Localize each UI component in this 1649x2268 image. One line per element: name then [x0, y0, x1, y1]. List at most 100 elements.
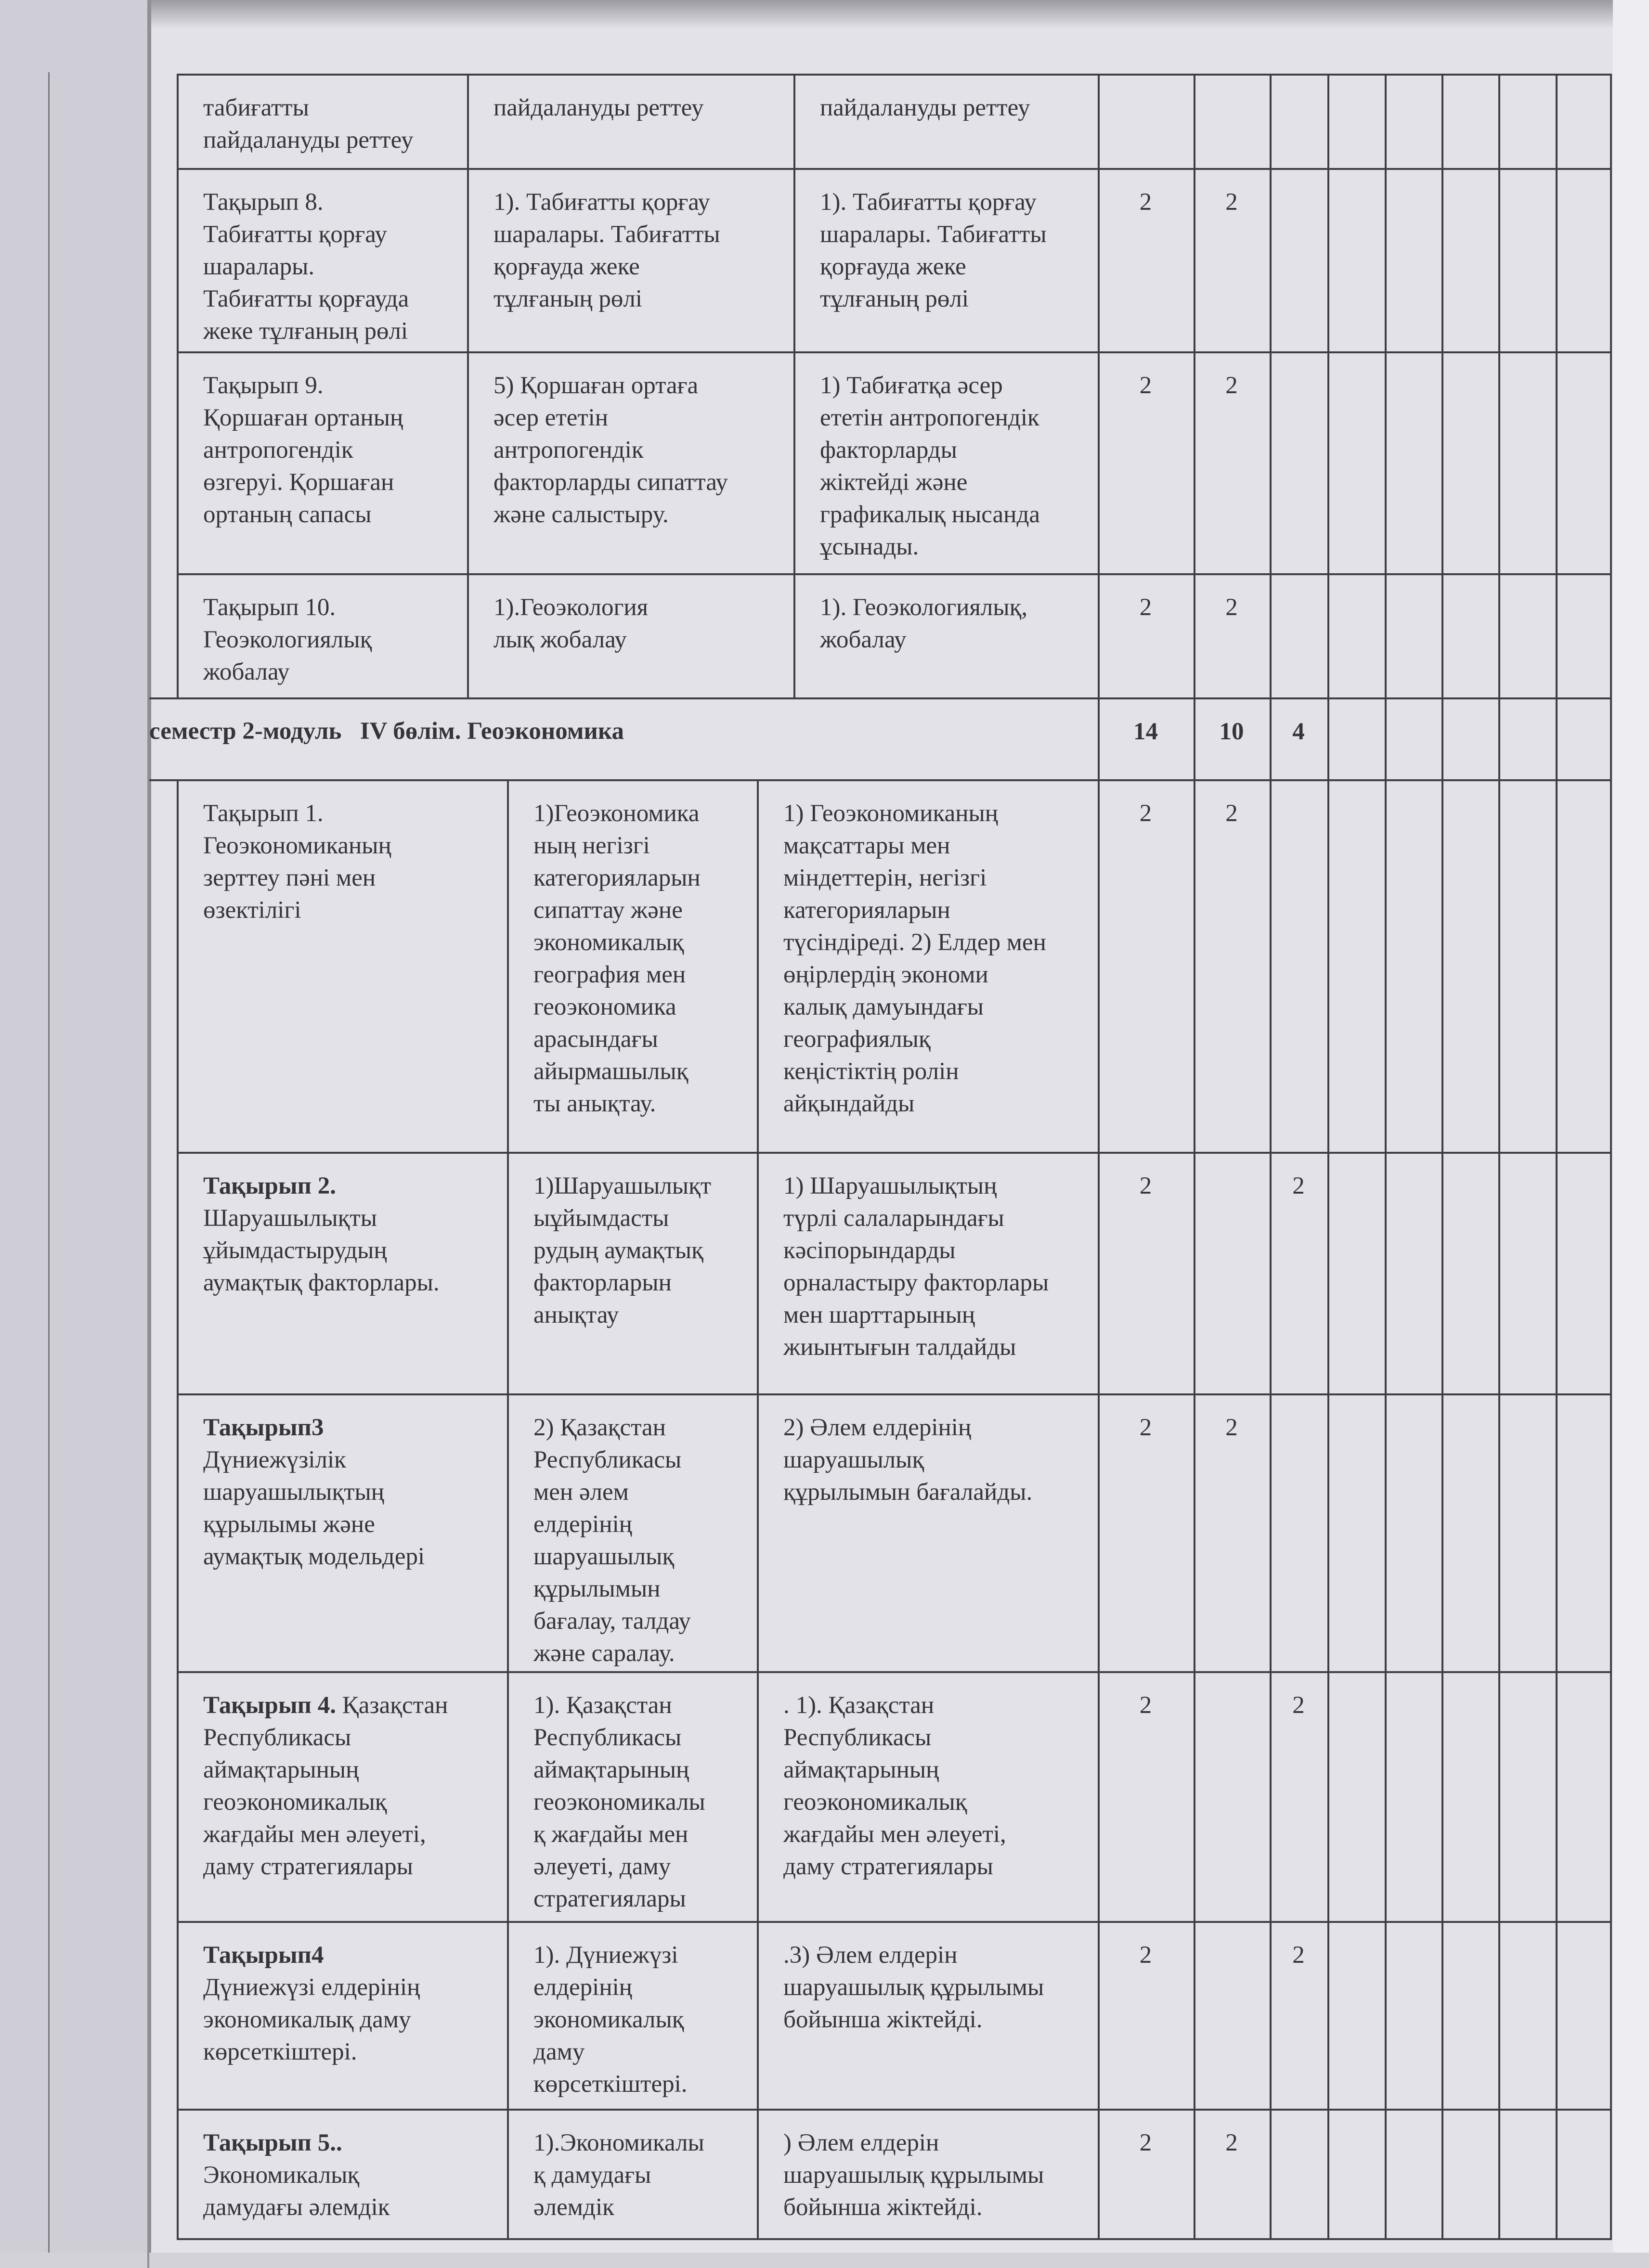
content-cell: 1). Қазақстан Республикасы аймақтарының …: [533, 1692, 705, 1912]
hours-cell: [1270, 779, 1327, 798]
column-divider: [177, 779, 179, 2238]
topic-cell: Тақырып 8. Табиғатты қорғау шаралары. Та…: [177, 168, 467, 351]
topic-text: Шаруашылықты ұйымдастырудың аумақтық фак…: [203, 1205, 440, 1296]
hours-cell: 2: [1292, 1942, 1305, 1969]
hours-cell: 2: [1139, 800, 1152, 827]
section-hours-total: 14: [1133, 718, 1158, 745]
hours-cell: 2: [1139, 1692, 1152, 1719]
topic-text: Тақырып 8. Табиғатты қорғау шаралары. Та…: [203, 189, 409, 345]
hours-cell: 2: [1225, 800, 1238, 827]
column-divider: [1327, 74, 1329, 2238]
topic-text: Экономикалық дамудағы әлемдік: [203, 2162, 390, 2221]
topic-cell: Тақырып 5.. Экономикалық дамудағы әлемді…: [177, 2109, 507, 2238]
content-cell: 5) Қоршаған ортаға әсер ететін антропоге…: [493, 372, 728, 528]
topic-text: Дүниежүзілік шаруашылықтың құрылымы және…: [203, 1446, 425, 1570]
hours-cell: [1194, 1671, 1270, 1689]
column-divider: [1270, 74, 1272, 2238]
page-left-edge: [147, 0, 149, 2268]
table-row-divider: [177, 74, 1612, 76]
topic-text: табиғатты пайдалануды реттеу: [203, 94, 414, 154]
content-cell: 1).Геоэкология лық жобалау: [493, 594, 649, 653]
column-divider: [1441, 74, 1443, 2238]
column-divider: [507, 779, 509, 2238]
page-right-margin: [1613, 0, 1649, 2268]
adjacent-page-strip: [0, 0, 151, 2268]
hours-cell: 2: [1225, 594, 1238, 621]
table-row-divider: [177, 351, 1612, 353]
learning-outcome-cell: пайдалануды реттеу: [820, 94, 1030, 121]
hours-cell: [1270, 1393, 1327, 1412]
topic-cell: Тақырып3 Дүниежүзілік шаруашылықтың құры…: [177, 1393, 507, 1671]
topic-cell: табиғатты пайдалануды реттеу: [177, 74, 467, 168]
table-row-divider: [177, 1921, 1612, 1923]
hours-cell: 2: [1225, 1414, 1238, 1441]
learning-outcome-cell: ) Әлем елдерін шаруашылық құрылымы бойын…: [783, 2129, 1044, 2221]
learning-outcome-cell: 1) Шаруашылықтың түрлі салаларындағы кәс…: [783, 1173, 1049, 1361]
scan-top-shadow: [0, 0, 1649, 29]
table-row-divider: [177, 2109, 1612, 2111]
table-row-divider: [177, 1671, 1612, 1673]
learning-outcome-cell: 1). Геоэкологиялық, жобалау: [820, 594, 1028, 653]
learning-outcome-cell: 1) Геоэкономиканың мақсаттары мен міндет…: [783, 800, 1046, 1117]
topic-text: Тақырып 9. Қоршаған ортаның антропогенді…: [203, 372, 403, 528]
topic-heading: Тақырып 2.: [203, 1173, 337, 1199]
learning-outcome-cell: . 1). Қазақстан Республикасы аймақтарыны…: [783, 1692, 1006, 1880]
column-divider: [793, 74, 795, 697]
hours-cell: 2: [1139, 189, 1152, 216]
column-divider: [1098, 74, 1100, 2238]
topic-heading: Тақырып 5..: [203, 2129, 342, 2156]
hours-cell: [1270, 74, 1327, 92]
column-divider: [467, 74, 469, 697]
hours-cell: [1270, 2109, 1327, 2127]
section-title: семестр 2-модуль IV бөлім. Геоэкономика: [149, 718, 624, 745]
hours-cell: 2: [1225, 2129, 1238, 2156]
section-hours-total: 4: [1292, 718, 1305, 745]
topic-cell: Тақырып 4. Қазақстан Республикасы аймақт…: [177, 1671, 507, 1921]
content-cell: 2) Қазақстан Республикасы мен әлем елдер…: [533, 1414, 691, 1667]
hours-cell: [1098, 74, 1194, 92]
table-row-divider: [149, 697, 1612, 699]
hours-cell: 2: [1139, 1173, 1152, 1199]
topic-cell: Тақырып 10. Геоэкологиялық жобалау: [177, 573, 467, 697]
content-cell: 1).Экономикалы қ дамудағы әлемдік: [533, 2129, 704, 2221]
table-row-divider: [177, 2238, 1612, 2240]
topic-text: Дүниежүзі елдерінің экономикалық даму кө…: [203, 1974, 420, 2065]
hours-cell: 2: [1139, 1942, 1152, 1969]
hours-cell: 2: [1139, 2129, 1152, 2156]
hours-cell: 2: [1139, 1414, 1152, 1441]
content-cell: 1)Геоэкономика ның негізгі категориялары…: [533, 800, 701, 1117]
table-row-divider: [177, 168, 1612, 170]
topic-heading: Тақырып3: [203, 1414, 324, 1441]
hours-cell: [1194, 1152, 1270, 1170]
column-divider: [757, 779, 759, 2238]
content-cell: пайдалануды реттеу: [493, 94, 704, 121]
hours-cell: [1270, 351, 1327, 370]
section-hours-total: 10: [1219, 718, 1244, 745]
table-row-divider: [177, 573, 1612, 575]
column-divider: [177, 74, 179, 697]
topic-cell: Тақырып 2. Шаруашылықты ұйымдастырудың а…: [177, 1152, 507, 1393]
learning-outcome-cell: 1) Табиғатқа әсер ететін антропогендік ф…: [820, 372, 1040, 560]
hours-cell: 2: [1139, 372, 1152, 399]
topic-cell: Тақырып 1. Геоэкономиканың зерттеу пәні …: [177, 779, 507, 1152]
hours-cell: 2: [1139, 594, 1152, 621]
topic-cell: Тақырып 9. Қоршаған ортаның антропогенді…: [177, 351, 467, 573]
column-divider: [1498, 74, 1500, 2238]
content-cell: 1). Дүниежүзі елдерінің экономикалық дам…: [533, 1942, 688, 2098]
hours-cell: 2: [1292, 1173, 1305, 1199]
column-divider: [1556, 74, 1558, 2238]
topic-text: Тақырып 1. Геоэкономиканың зерттеу пәні …: [203, 800, 391, 924]
hours-cell: [1194, 1921, 1270, 1939]
content-cell: 1)Шаруашылықт ыұйымдасты рудың аумақтық …: [533, 1173, 712, 1328]
topic-heading: Тақырып4: [203, 1942, 324, 1969]
table-row-divider: [149, 779, 1612, 781]
column-divider: [1610, 74, 1612, 2238]
learning-outcome-cell: 2) Әлем елдерінің шаруашылық құрылымын б…: [783, 1414, 1033, 1506]
topic-heading: Тақырып 4.: [203, 1692, 337, 1719]
hours-cell: 2: [1225, 189, 1238, 216]
hours-cell: [1270, 573, 1327, 592]
learning-outcome-cell: 1). Табиғатты қорғау шаралары. Табиғатты…: [820, 189, 1047, 312]
hours-cell: [1194, 74, 1270, 92]
hours-cell: [1270, 168, 1327, 186]
hours-cell: 2: [1225, 372, 1238, 399]
